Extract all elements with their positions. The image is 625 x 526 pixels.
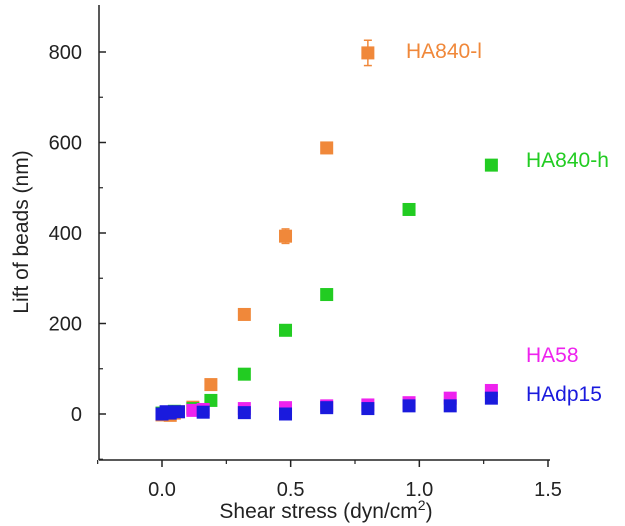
data-point (237, 307, 251, 321)
y-tick-label: 400 (49, 223, 82, 245)
series-ha840-l (155, 39, 375, 422)
data-point (196, 405, 210, 419)
data-point (484, 158, 498, 172)
data-point (204, 378, 218, 392)
x-axis-title-text: Shear stress (dyn/cm (219, 500, 417, 523)
data-points (155, 39, 498, 422)
axes (98, 5, 550, 461)
y-tick-label: 0 (71, 404, 82, 426)
series-hadp15 (155, 391, 498, 421)
data-point (237, 367, 251, 381)
data-point (320, 401, 334, 415)
x-tick-label: 1.0 (405, 479, 433, 501)
y-tick-label: 600 (49, 133, 82, 155)
series-label-ha58: HA58 (526, 344, 579, 367)
data-point (320, 288, 334, 302)
x-axis-title-superscript: 2 (418, 497, 426, 513)
data-point (279, 407, 293, 421)
data-point (279, 323, 293, 337)
data-point (443, 399, 457, 413)
series-label-hadp15: HAdp15 (526, 383, 602, 406)
data-point (171, 405, 185, 419)
data-point (361, 46, 375, 60)
data-point (484, 391, 498, 405)
x-tick-label: 0.0 (148, 479, 176, 501)
series-label-ha840-h: HA840-h (526, 149, 609, 172)
x-axis-title: Shear stress (dyn/cm2) (219, 497, 432, 523)
data-point (279, 229, 293, 243)
x-axis-title-close: ) (426, 500, 433, 523)
data-point (361, 402, 375, 416)
y-tick-label: 200 (49, 314, 82, 336)
y-axis-title: Lift of beads (nm) (10, 150, 33, 313)
data-point (402, 202, 416, 216)
y-tick-label: 800 (49, 42, 82, 64)
series-label-ha840-l: HA840-l (406, 40, 482, 63)
data-point (186, 403, 200, 417)
data-point (320, 141, 334, 155)
x-tick-label: 0.5 (277, 479, 305, 501)
axis-ticks: 0.0 0.5 1.0 1.5 0 200 400 600 800 (49, 42, 562, 501)
data-point (402, 399, 416, 413)
data-point (237, 406, 251, 420)
x-tick-label: 1.5 (534, 479, 562, 501)
